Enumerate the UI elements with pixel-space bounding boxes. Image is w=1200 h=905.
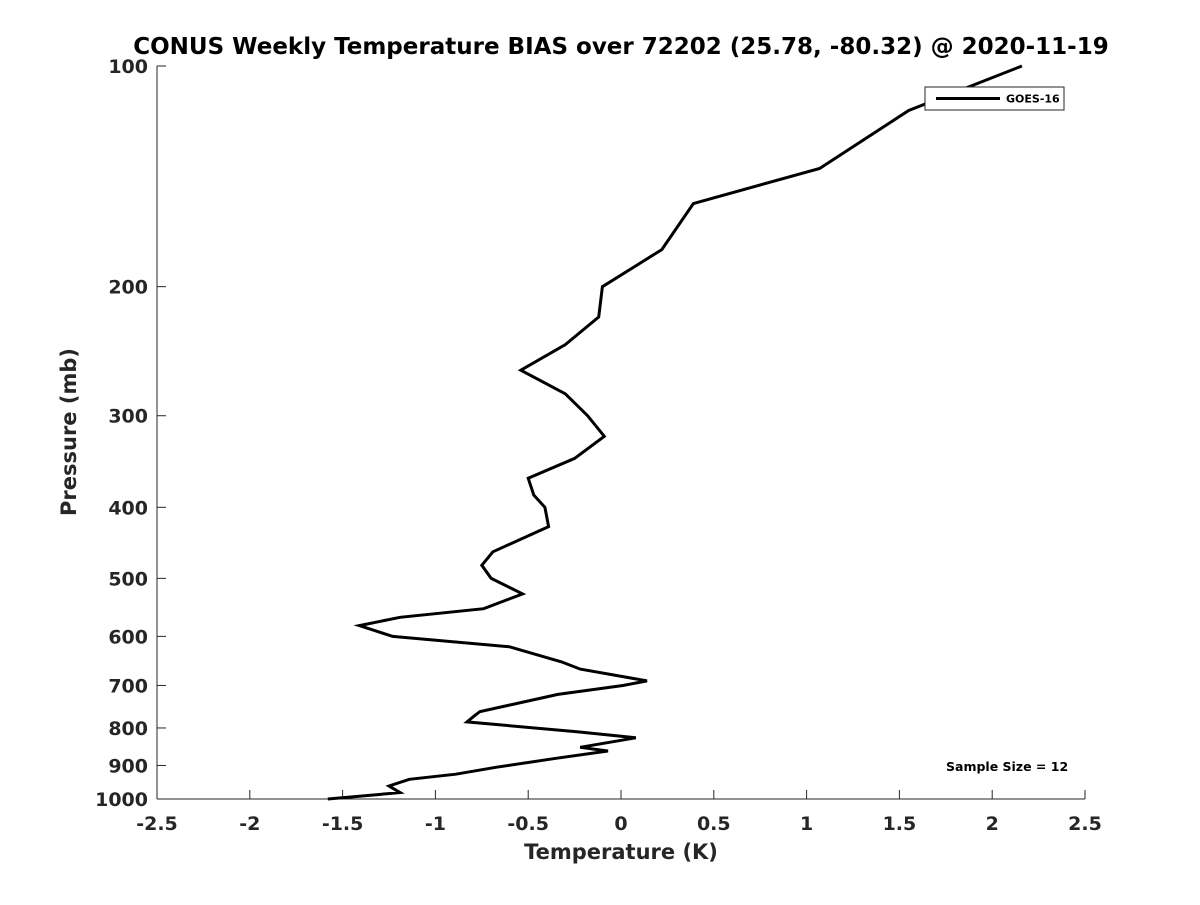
y-tick-label: 300 bbox=[108, 406, 148, 428]
x-tick-label: -1 bbox=[425, 813, 446, 835]
series-layer bbox=[327, 64, 1023, 801]
x-axis-label: Temperature (K) bbox=[524, 840, 718, 864]
y-tick-label: 100 bbox=[108, 56, 148, 78]
y-tick-label: 200 bbox=[108, 277, 148, 299]
y-tick-label: 600 bbox=[108, 626, 148, 648]
chart-title: CONUS Weekly Temperature BIAS over 72202… bbox=[133, 34, 1108, 60]
x-tick-label: 0.5 bbox=[697, 813, 731, 835]
y-tick-label: 700 bbox=[108, 675, 148, 697]
x-tick-label: -2.5 bbox=[136, 813, 178, 835]
y-axis-label: Pressure (mb) bbox=[57, 348, 81, 516]
x-tick-label: 2 bbox=[986, 813, 999, 835]
axes: -2.5 -2 -1.5 -1 -0.5 0 0.5 1 1.5 2 2.5 100 200 300 400… bbox=[95, 56, 1102, 835]
y-tick-label: 500 bbox=[108, 568, 148, 590]
legend: GOES-16 bbox=[924, 86, 1065, 111]
x-tick-label: -1.5 bbox=[322, 813, 364, 835]
y-tick-label: 800 bbox=[108, 718, 148, 740]
x-tick-label: -2 bbox=[239, 813, 260, 835]
x-tick-label: 2.5 bbox=[1068, 813, 1102, 835]
series-line-goes-16 bbox=[327, 64, 1023, 801]
y-tick-label: 400 bbox=[108, 497, 148, 519]
y-tick-label: 900 bbox=[108, 755, 148, 777]
x-tick-label: 1.5 bbox=[883, 813, 917, 835]
x-tick-label: 1 bbox=[800, 813, 813, 835]
legend-label-goes-16: GOES-16 bbox=[1006, 93, 1060, 106]
sample-size-annotation: Sample Size = 12 bbox=[946, 759, 1068, 774]
x-tick-label: -0.5 bbox=[507, 813, 549, 835]
x-tick-label: 0 bbox=[614, 813, 627, 835]
y-tick-label: 1000 bbox=[95, 789, 148, 811]
